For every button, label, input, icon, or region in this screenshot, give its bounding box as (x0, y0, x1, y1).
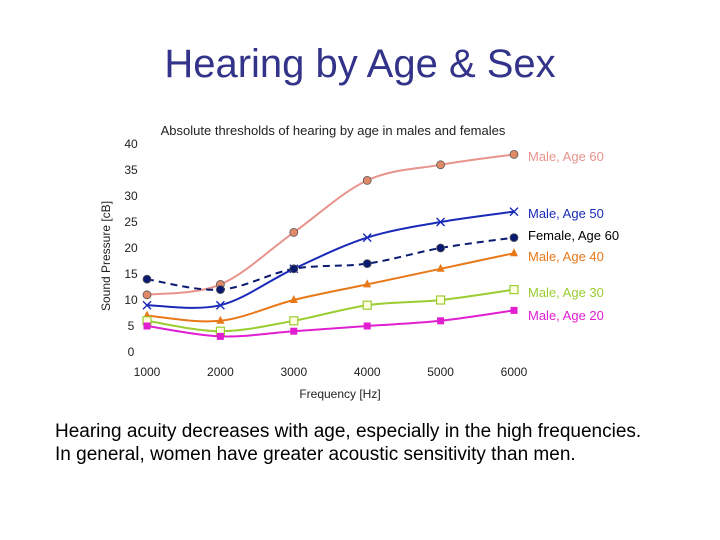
legend-entry: Male, Age 30 (528, 285, 604, 300)
data-point (510, 248, 518, 257)
series-line (146, 210, 515, 309)
x-tick-label: 3000 (280, 365, 307, 379)
data-point (509, 233, 519, 243)
data-point (510, 306, 518, 314)
data-point (362, 175, 372, 185)
x-tick-label: 4000 (354, 365, 381, 379)
series-line (146, 236, 515, 291)
y-tick-label: 5 (128, 319, 135, 333)
x-axis-label: Frequency [Hz] (299, 387, 380, 401)
caption: Hearing acuity decreases with age, espec… (55, 420, 695, 466)
data-point (142, 274, 152, 284)
data-point (436, 160, 446, 170)
legend-entry: Male, Age 20 (528, 308, 604, 323)
data-point (216, 315, 225, 324)
data-point (290, 327, 298, 335)
y-tick-label: 30 (124, 189, 138, 203)
series-male-age-60 (142, 149, 519, 300)
y-tick-label: 0 (128, 345, 135, 359)
y-tick-label: 20 (124, 241, 138, 255)
caption-line-2: In general, women have greater acoustic … (55, 444, 576, 465)
data-point (215, 300, 225, 310)
data-point (509, 285, 519, 295)
caption-line-1: Hearing acuity decreases with age, espec… (55, 421, 642, 442)
series-male-age-50 (142, 207, 519, 310)
data-point (142, 300, 152, 310)
y-tick-label: 25 (124, 215, 138, 229)
data-point (363, 279, 372, 288)
y-tick-label: 40 (124, 137, 138, 151)
series-line (146, 309, 515, 338)
x-tick-label: 6000 (501, 365, 528, 379)
slide-title: Hearing by Age & Sex (164, 42, 556, 86)
data-point (362, 233, 372, 243)
data-point (289, 227, 299, 237)
y-tick-label: 35 (124, 163, 138, 177)
series-line (146, 288, 515, 333)
data-point (437, 317, 445, 325)
data-point (289, 316, 299, 326)
series-male-age-30 (142, 285, 519, 336)
y-axis-label: Sound Pressure [cB] (99, 201, 113, 311)
data-point (289, 295, 298, 303)
legend-entry: Male, Age 50 (528, 206, 604, 221)
series-male-age-20 (143, 306, 518, 340)
data-point (216, 332, 224, 340)
data-point (436, 263, 445, 272)
data-point (289, 264, 299, 274)
data-point (362, 300, 372, 310)
data-point (509, 207, 519, 217)
series-line (146, 252, 515, 323)
legend-entry: Male, Age 40 (528, 249, 604, 264)
data-point (436, 217, 446, 227)
data-point (215, 285, 225, 295)
y-tick-label: 15 (124, 267, 138, 281)
series-female-age-60 (142, 233, 519, 295)
data-point (142, 290, 152, 300)
data-point (363, 322, 371, 330)
legend-entry: Female, Age 60 (528, 228, 619, 243)
series-line (146, 153, 515, 296)
chart-title: Absolute thresholds of hearing by age in… (161, 123, 506, 138)
data-point (362, 259, 372, 269)
data-point (436, 243, 446, 253)
data-point (143, 322, 151, 330)
data-point (509, 149, 519, 159)
x-tick-label: 5000 (427, 365, 454, 379)
hearing-chart: Absolute thresholds of hearing by age in… (99, 123, 619, 401)
y-tick-label: 10 (124, 293, 138, 307)
data-point (436, 295, 446, 305)
legend-entry: Male, Age 60 (528, 149, 604, 164)
x-tick-label: 2000 (207, 365, 234, 379)
x-tick-label: 1000 (134, 365, 161, 379)
